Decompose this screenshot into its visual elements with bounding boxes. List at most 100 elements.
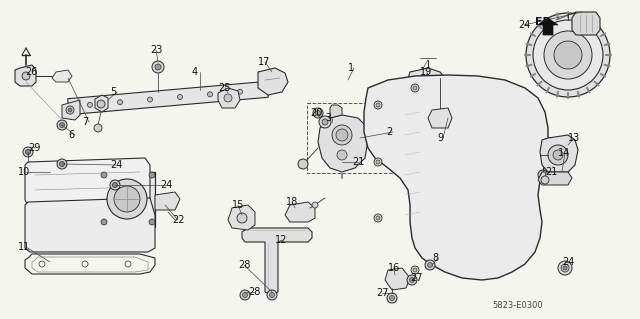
Circle shape xyxy=(68,108,72,112)
Circle shape xyxy=(22,72,30,80)
Circle shape xyxy=(237,89,243,94)
Circle shape xyxy=(207,92,212,97)
Circle shape xyxy=(298,159,308,169)
Text: 10: 10 xyxy=(18,167,30,177)
Text: 7: 7 xyxy=(82,117,88,127)
Text: 16: 16 xyxy=(388,263,400,273)
Circle shape xyxy=(428,263,433,268)
Circle shape xyxy=(376,216,380,220)
Ellipse shape xyxy=(483,226,513,244)
Circle shape xyxy=(410,278,415,283)
Polygon shape xyxy=(538,18,558,35)
Polygon shape xyxy=(364,75,548,280)
Circle shape xyxy=(419,80,435,96)
Text: 9: 9 xyxy=(437,133,443,143)
Circle shape xyxy=(374,158,382,166)
Polygon shape xyxy=(428,108,452,128)
Text: 18: 18 xyxy=(286,197,298,207)
Circle shape xyxy=(413,86,417,90)
Text: 21: 21 xyxy=(545,167,557,177)
Text: FR.: FR. xyxy=(535,17,556,27)
Polygon shape xyxy=(25,198,155,252)
Ellipse shape xyxy=(478,192,518,218)
Polygon shape xyxy=(406,68,448,108)
Circle shape xyxy=(541,176,549,184)
Polygon shape xyxy=(62,100,80,120)
Polygon shape xyxy=(68,81,268,115)
Circle shape xyxy=(155,64,161,70)
Circle shape xyxy=(237,213,247,223)
Circle shape xyxy=(118,100,122,105)
Text: 27: 27 xyxy=(376,288,388,298)
Circle shape xyxy=(561,264,569,272)
Circle shape xyxy=(97,100,105,108)
Circle shape xyxy=(407,275,417,285)
Circle shape xyxy=(149,219,155,225)
Circle shape xyxy=(376,160,380,164)
Polygon shape xyxy=(285,202,315,222)
Circle shape xyxy=(374,214,382,222)
Ellipse shape xyxy=(478,129,518,155)
Circle shape xyxy=(541,173,545,177)
Text: 27: 27 xyxy=(410,273,422,283)
Polygon shape xyxy=(540,135,578,172)
Circle shape xyxy=(390,295,394,300)
Polygon shape xyxy=(95,95,108,112)
Text: 5823-E0300: 5823-E0300 xyxy=(492,301,543,310)
Circle shape xyxy=(319,116,331,128)
Circle shape xyxy=(553,150,563,160)
Circle shape xyxy=(558,261,572,275)
Text: 20: 20 xyxy=(310,108,323,118)
Ellipse shape xyxy=(483,196,513,214)
Ellipse shape xyxy=(478,159,518,185)
Polygon shape xyxy=(330,105,342,118)
Circle shape xyxy=(316,110,321,115)
Polygon shape xyxy=(52,70,72,82)
Circle shape xyxy=(101,172,107,178)
Circle shape xyxy=(332,125,352,145)
Circle shape xyxy=(526,13,610,97)
Circle shape xyxy=(149,172,155,178)
Polygon shape xyxy=(25,254,155,274)
Text: 21: 21 xyxy=(352,157,364,167)
Text: 24: 24 xyxy=(518,20,531,30)
Bar xyxy=(307,103,397,173)
Polygon shape xyxy=(218,88,240,108)
Circle shape xyxy=(26,150,31,154)
Text: 2: 2 xyxy=(386,127,392,137)
Polygon shape xyxy=(155,192,180,210)
Text: 24: 24 xyxy=(110,160,122,170)
Circle shape xyxy=(23,147,33,157)
Circle shape xyxy=(313,108,323,118)
Text: 15: 15 xyxy=(232,200,244,210)
Circle shape xyxy=(423,84,431,92)
Circle shape xyxy=(66,106,74,114)
Text: 4: 4 xyxy=(192,67,198,77)
Text: 26: 26 xyxy=(25,67,37,77)
Circle shape xyxy=(411,266,419,274)
Circle shape xyxy=(57,120,67,130)
Circle shape xyxy=(425,260,435,270)
Text: 24: 24 xyxy=(562,257,574,267)
Circle shape xyxy=(544,31,592,79)
Text: 19: 19 xyxy=(420,67,432,77)
Polygon shape xyxy=(385,268,410,290)
Circle shape xyxy=(113,182,118,188)
Text: 23: 23 xyxy=(150,45,163,55)
Circle shape xyxy=(563,266,567,270)
Polygon shape xyxy=(572,12,600,35)
Text: 8: 8 xyxy=(432,253,438,263)
Polygon shape xyxy=(242,228,312,295)
Polygon shape xyxy=(258,68,288,95)
Circle shape xyxy=(147,97,152,102)
Ellipse shape xyxy=(483,133,513,151)
Text: 25: 25 xyxy=(218,83,230,93)
Ellipse shape xyxy=(483,163,513,181)
Polygon shape xyxy=(15,65,36,86)
Circle shape xyxy=(548,145,568,165)
Circle shape xyxy=(60,122,65,128)
Circle shape xyxy=(243,293,248,298)
Polygon shape xyxy=(25,158,150,205)
Circle shape xyxy=(267,290,277,300)
Circle shape xyxy=(94,124,102,132)
